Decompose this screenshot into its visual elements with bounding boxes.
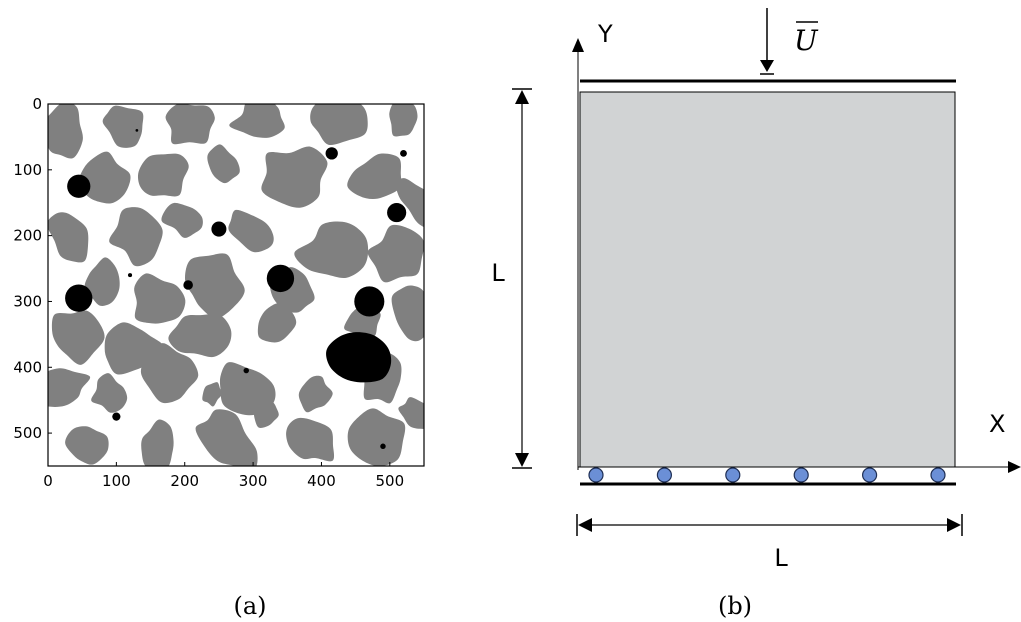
void-particle <box>243 367 249 374</box>
panel-b-boundary-conditions: U Y X L L (b) <box>491 8 1021 620</box>
aggregate-particle <box>207 144 240 184</box>
void-particle <box>354 286 385 317</box>
void-particle <box>127 273 133 278</box>
x-tick-label: 0 <box>43 472 53 490</box>
aggregate-particle <box>286 417 335 462</box>
aggregate-particle <box>137 153 189 197</box>
y-tick-label: 400 <box>13 358 42 376</box>
aggregate-particle <box>51 310 105 365</box>
roller-support <box>861 467 878 483</box>
aggregate-particle <box>219 362 276 416</box>
y-tick-label: 500 <box>13 424 42 442</box>
height-dim-arrow-bottom <box>515 453 529 467</box>
y-tick-label: 200 <box>13 227 42 245</box>
aggregate-particle <box>391 285 424 342</box>
panel-a-y-ticks: 0 100 200 300 400 500 <box>13 95 52 442</box>
aggregate-particle <box>65 426 109 465</box>
aggregate-particle <box>298 375 333 413</box>
x-tick-label: 200 <box>170 472 199 490</box>
aggregate-particle <box>261 146 328 208</box>
aggregate-particle <box>395 178 424 228</box>
roller-support <box>725 467 741 483</box>
roller-support <box>930 467 946 483</box>
aggregate-particle <box>367 224 424 283</box>
aggregate-particle <box>389 104 418 137</box>
y-tick-label: 100 <box>13 161 42 179</box>
panel-a-x-ticks: 0 100 200 300 400 500 <box>43 462 404 490</box>
void-particle <box>135 128 139 132</box>
aggregate-particle <box>257 302 297 343</box>
x-axis-label: X <box>989 410 1005 438</box>
aggregate-particle <box>253 401 279 428</box>
aggregate-particle <box>195 409 258 466</box>
aggregate-particle <box>48 212 89 263</box>
aggregate-particle <box>84 257 120 306</box>
aggregate-particle <box>78 151 131 204</box>
void-particle <box>325 147 338 160</box>
aggregate-particle <box>229 104 285 138</box>
aggregate-particle <box>294 221 369 278</box>
height-label: L <box>491 259 505 287</box>
panel-a-microstructure: 0 100 200 300 400 500 0 100 200 300 400 500 (a) <box>13 95 425 620</box>
x-tick-label: 100 <box>102 472 131 490</box>
y-axis-label: Y <box>597 20 613 48</box>
aggregate-particle <box>109 207 163 267</box>
void-particle <box>387 203 407 223</box>
void-particle <box>380 443 386 449</box>
load-arrow-head <box>760 60 774 72</box>
aggregate-particle <box>48 368 91 407</box>
y-tick-label: 300 <box>13 292 42 310</box>
x-tick-label: 400 <box>307 472 336 490</box>
panel-a-frame <box>47 103 425 467</box>
aggregate-particle <box>161 202 203 238</box>
height-dim-arrow-top <box>515 90 529 104</box>
width-dim-arrow-right <box>947 518 961 532</box>
aggregate-particle <box>141 419 174 466</box>
void-particle <box>266 264 295 293</box>
void-particle <box>112 412 121 421</box>
roller-support <box>793 467 809 483</box>
aggregate-particle <box>91 373 128 413</box>
roller-support <box>656 467 673 483</box>
aggregate-particle <box>185 253 245 319</box>
x-tick-label: 500 <box>375 472 404 490</box>
y-axis-arrow <box>572 38 584 52</box>
aggregate-particle <box>347 408 406 466</box>
aggregate-particle <box>168 314 232 358</box>
aggregate-particle <box>102 105 144 148</box>
width-label: L <box>774 544 788 572</box>
large-void-particle <box>326 332 392 383</box>
void-particle <box>65 284 93 312</box>
width-dim-arrow-left <box>578 518 592 532</box>
caption-a: (a) <box>233 592 266 620</box>
aggregate-particle <box>165 104 215 145</box>
aggregate-particle <box>48 104 83 159</box>
aggregate-particle <box>134 273 186 324</box>
void-particle <box>400 149 407 157</box>
void-particles <box>65 128 407 449</box>
roller-supports <box>588 467 946 483</box>
void-particle <box>67 174 91 198</box>
x-tick-label: 300 <box>239 472 268 490</box>
void-particle <box>183 280 193 290</box>
specimen-square <box>579 91 956 468</box>
aggregate-particle <box>202 382 222 407</box>
caption-b: (b) <box>718 592 752 620</box>
void-particle <box>211 221 227 237</box>
y-tick-label: 0 <box>32 95 42 113</box>
load-label: U <box>794 24 819 57</box>
aggregate-particle <box>140 343 199 404</box>
roller-support <box>588 467 604 483</box>
aggregate-particle <box>310 104 368 145</box>
aggregate-particle <box>228 209 274 253</box>
aggregate-particle <box>347 153 402 200</box>
x-axis-arrow <box>1008 461 1021 473</box>
aggregate-particles <box>48 104 424 466</box>
aggregate-particle <box>398 397 424 429</box>
